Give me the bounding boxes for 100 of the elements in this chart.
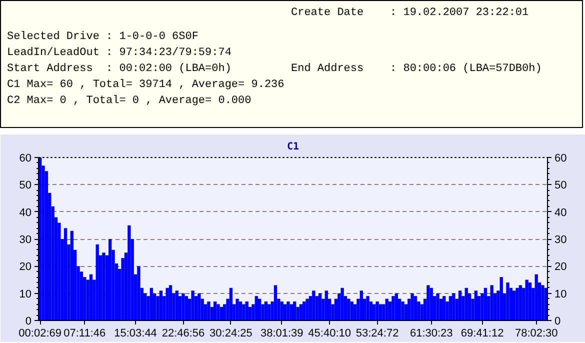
bar (299, 304, 303, 320)
text: Start Address : 00:02:00 (LBA=0h) (7, 63, 232, 76)
x-tick-label: 30:24:25 (210, 328, 252, 340)
x-tick-label: 22:46:56 (162, 328, 205, 340)
bar (286, 301, 290, 320)
x-tick-label: 61:30:23 (410, 328, 453, 340)
bar (394, 293, 398, 320)
bar (108, 239, 112, 320)
bar (414, 296, 418, 320)
bar (366, 296, 370, 320)
x-tick-label: 00:02:69 (18, 328, 62, 340)
bar (245, 301, 248, 320)
bar (378, 304, 382, 320)
bar (512, 290, 516, 320)
bar (198, 293, 201, 320)
x-tick-label: 45:40:10 (308, 328, 352, 340)
bar (213, 301, 217, 320)
bar (452, 293, 456, 320)
y2-tick-label: 40 (554, 206, 567, 219)
bar (528, 282, 532, 320)
bar (168, 285, 172, 320)
bar (506, 282, 510, 320)
bar (137, 266, 140, 320)
x-tick-label: 69:41:12 (460, 328, 504, 340)
y-tick-label: 50 (19, 180, 32, 192)
bar (254, 296, 258, 320)
bar (293, 301, 296, 320)
bar (385, 298, 388, 320)
y2-tick-label: 20 (554, 261, 567, 274)
bar (430, 288, 433, 320)
bar (426, 285, 430, 320)
x-tick-label: 07:11:46 (64, 328, 106, 340)
bar (516, 288, 519, 320)
bar (242, 304, 246, 320)
bar (175, 290, 178, 320)
bar (306, 298, 309, 320)
bar (290, 304, 293, 320)
bar (238, 301, 242, 320)
bar (64, 228, 68, 320)
x-tick-label: 15:03:44 (114, 328, 157, 340)
text: Create Date : 19.02.2007 23:22:01 (291, 7, 529, 20)
bar (490, 285, 494, 320)
bar (360, 290, 363, 320)
bar (392, 296, 395, 320)
x-tick-label: 38:01:39 (260, 328, 304, 340)
bar (347, 298, 350, 320)
bar (464, 288, 468, 320)
y-tick-label: 20 (19, 261, 32, 274)
bar (500, 277, 503, 320)
bar (268, 304, 271, 320)
text: C1 Max= 60 , Total= 39714 , Average= 9.236 (7, 79, 284, 92)
bar (376, 301, 379, 320)
bar (96, 244, 99, 320)
bar (70, 230, 74, 320)
bar (216, 304, 220, 320)
text: Selected Drive : 1-0-0-0 6S0F (7, 31, 198, 44)
bar (264, 301, 268, 320)
y2-tick-label: 30 (554, 234, 567, 246)
bar (410, 293, 414, 320)
bar (474, 290, 478, 320)
text: LeadIn/LeadOut : 97:34:23/79:59:74 (7, 47, 232, 60)
y2-tick-label: 50 (554, 180, 567, 192)
bar (258, 298, 262, 320)
bar (484, 288, 488, 320)
bar (184, 296, 188, 320)
bar (274, 285, 278, 320)
x-tick-label: 78:02:30 (514, 328, 558, 340)
y2-tick-label: 60 (554, 152, 567, 164)
bar (283, 304, 287, 320)
bar (191, 290, 194, 320)
y-tick-label: 10 (19, 288, 32, 300)
bar (89, 274, 93, 320)
bar (401, 301, 404, 320)
y-tick-label: 60 (19, 152, 32, 164)
y2-tick-label: 0 (554, 316, 561, 328)
bar (318, 293, 322, 320)
bar (220, 306, 224, 320)
bar (436, 293, 440, 320)
bar (102, 252, 106, 320)
bar (182, 293, 185, 320)
text: C2 Max= 0 , Total= 0 , Average= 0.000 (7, 95, 252, 108)
bar (236, 298, 239, 320)
bar (280, 301, 284, 320)
bar (442, 296, 446, 320)
bar (128, 225, 131, 320)
text: End Address : 80:00:06 (LBA=57DB0h) (291, 63, 542, 76)
bar (372, 304, 376, 320)
y-tick-label: 0 (25, 316, 32, 328)
bar (448, 296, 452, 320)
bar (312, 290, 316, 320)
bar (518, 285, 522, 320)
x-tick-label: 53:24:72 (356, 328, 399, 340)
bar (458, 290, 462, 320)
bar (525, 280, 528, 320)
y2-tick-label: 10 (554, 288, 567, 300)
bar (207, 301, 210, 320)
bar (302, 301, 306, 320)
bar (350, 301, 354, 320)
bar (166, 288, 169, 320)
bar (150, 288, 154, 320)
